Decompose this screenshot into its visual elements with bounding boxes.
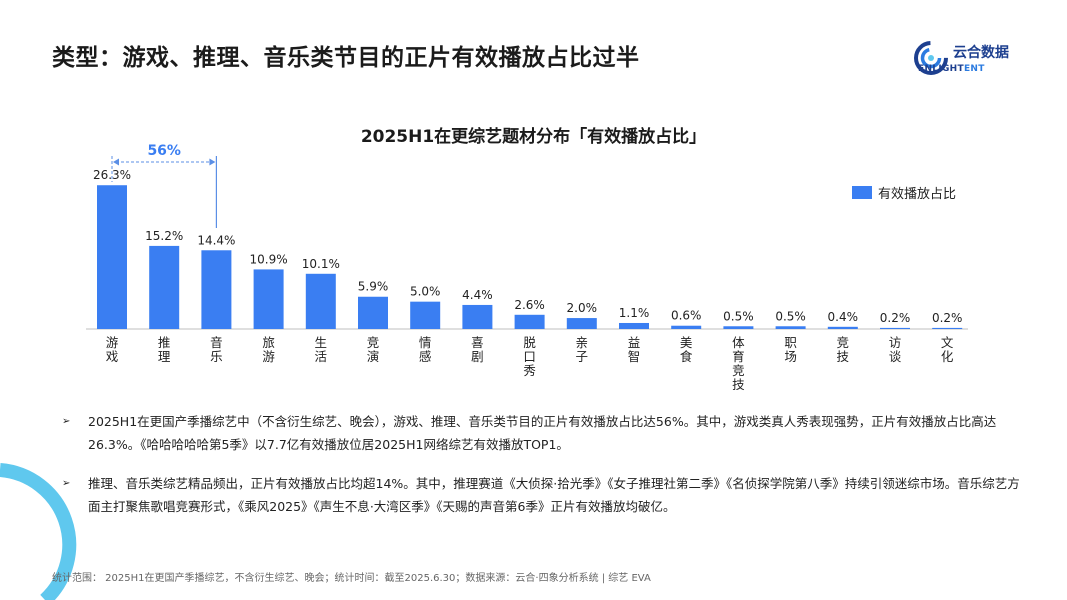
category-label: 生活 <box>314 335 328 364</box>
bar <box>932 327 963 329</box>
brand-logo: 云合数据 ENLIGHTENT <box>913 40 1043 76</box>
bar <box>410 301 441 329</box>
category-label: 美食 <box>679 335 693 364</box>
data-label: 10.1% <box>302 257 340 271</box>
arrow-right-icon <box>209 158 216 166</box>
page-title: 类型：游戏、推理、音乐类节目的正片有效播放占比过半 <box>52 45 640 71</box>
annotation-label: 56% <box>147 143 181 159</box>
bar-chart: 26.3% 15.2% 14.4% 10.9% 10.1% 5.9% 5.0% 4.4% 2.6… <box>86 143 968 330</box>
data-label: 2.0% <box>567 301 598 315</box>
bar <box>358 296 388 329</box>
logo-name: 云合数据 <box>953 45 1009 61</box>
enlightent-logo-icon <box>914 41 948 75</box>
category-label: 文化 <box>940 335 954 364</box>
data-label: 15.2% <box>145 229 183 243</box>
logo-subtitle: ENLIGHTENT <box>918 64 985 74</box>
data-label: 4.4% <box>462 288 493 302</box>
data-label: 0.5% <box>723 309 754 323</box>
bar <box>723 326 754 329</box>
data-label: 26.3% <box>93 168 131 182</box>
category-label: 益智 <box>627 335 641 364</box>
arrow-bullet-icon: ➢ <box>62 416 71 427</box>
footnote: 统计范围： 2025H1在更国产季播综艺，不含衍生综艺、晚会；统计时间：截至20… <box>52 573 651 584</box>
data-label: 1.1% <box>619 306 650 320</box>
bar <box>619 322 649 329</box>
bullet-item: ➢ 推理、音乐类综艺精品频出，正片有效播放占比均超14%。其中，推理赛道《大侦探… <box>62 472 1024 518</box>
category-label: 访谈 <box>888 335 902 364</box>
bar <box>462 304 493 329</box>
bullet-text: 2025H1在更国产季播综艺中（不含衍生综艺、晚会），游戏、推理、音乐类节目的正… <box>88 414 997 452</box>
bar <box>305 273 336 329</box>
category-label: 脱口秀 <box>523 335 536 378</box>
legend-label: 有效播放占比 <box>878 187 957 202</box>
data-label: 5.9% <box>358 280 389 294</box>
data-label: 0.2% <box>932 311 963 325</box>
bar <box>880 327 910 329</box>
bar <box>671 325 702 329</box>
category-label: 音乐 <box>210 335 223 364</box>
data-label: 0.2% <box>880 311 911 325</box>
category-label: 体育竞技 <box>732 335 745 392</box>
category-label: 亲子 <box>575 335 589 364</box>
legend-swatch <box>852 186 872 199</box>
data-label: 14.4% <box>197 233 235 247</box>
bullet-item: ➢ 2025H1在更国产季播综艺中（不含衍生综艺、晚会），游戏、推理、音乐类节目… <box>62 410 1024 456</box>
data-label: 0.4% <box>828 310 859 324</box>
bar <box>775 326 806 329</box>
chart-title: 2025H1在更综艺题材分布「有效播放占比」 <box>360 127 707 147</box>
category-label: 喜剧 <box>471 335 484 364</box>
category-label: 职场 <box>784 335 797 364</box>
data-label: 0.6% <box>671 309 702 323</box>
bullet-text: 推理、音乐类综艺精品频出，正片有效播放占比均超14%。其中，推理赛道《大侦探·拾… <box>88 476 1020 514</box>
bullet-list: ➢ 2025H1在更国产季播综艺中（不含衍生综艺、晚会），游戏、推理、音乐类节目… <box>62 410 1024 534</box>
bar <box>253 269 284 329</box>
arrow-bullet-icon: ➢ <box>62 478 71 489</box>
bar <box>149 245 180 329</box>
bar <box>97 185 127 329</box>
data-label: 2.6% <box>514 298 545 312</box>
data-label: 5.0% <box>410 285 441 299</box>
chart-legend: 有效播放占比 <box>852 183 956 202</box>
bar <box>827 326 858 329</box>
data-label: 0.5% <box>775 309 806 323</box>
category-label: 旅游 <box>262 335 275 364</box>
arrow-left-icon <box>113 158 119 166</box>
category-label: 竞演 <box>366 335 380 364</box>
data-label: 10.9% <box>250 252 288 266</box>
bar <box>201 250 232 329</box>
category-label: 竞技 <box>836 335 850 364</box>
category-label: 推理 <box>157 335 171 364</box>
bar <box>566 318 597 329</box>
category-label: 情感 <box>418 335 432 364</box>
bar <box>514 314 545 329</box>
category-label: 游戏 <box>105 335 119 364</box>
